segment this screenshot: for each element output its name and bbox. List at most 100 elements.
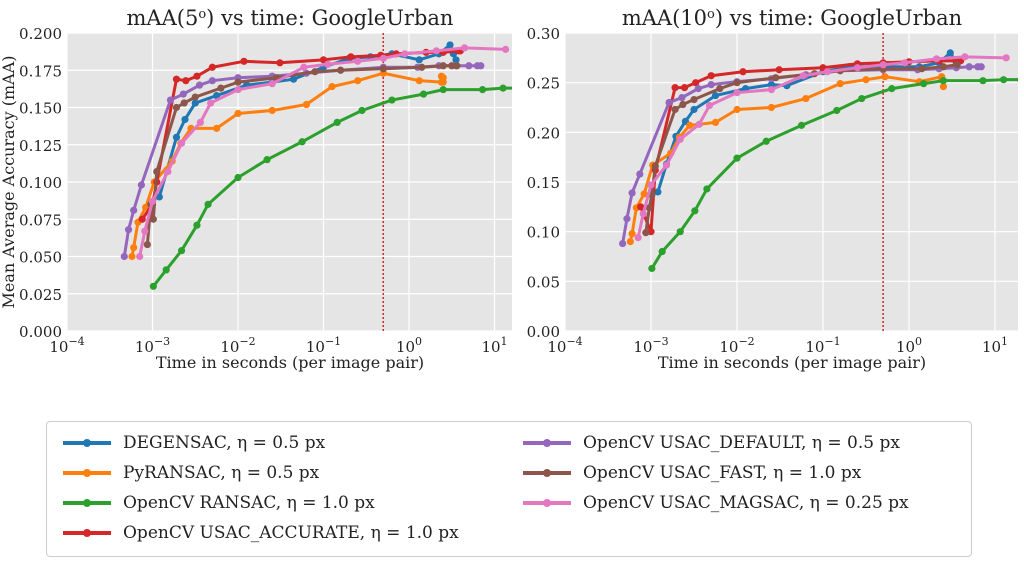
data-point	[888, 85, 896, 93]
data-point	[149, 215, 157, 223]
data-point	[502, 45, 510, 53]
x-tick-label: 100	[896, 335, 922, 356]
plot-area: 0.000 0.025 0.050 0.075 0.100 0.125 0.150 0.175…	[19, 25, 512, 356]
data-point	[775, 66, 783, 74]
data-point	[658, 247, 666, 256]
data-point	[193, 221, 201, 229]
data-point	[439, 62, 447, 70]
data-point	[234, 78, 242, 86]
data-point	[707, 81, 715, 89]
data-point	[654, 188, 662, 196]
data-point	[881, 73, 889, 81]
data-point	[946, 49, 954, 57]
data-point	[130, 206, 138, 214]
data-point	[268, 80, 276, 88]
legend-label: OpenCV USAC_MAGSAC, η = 0.25 px	[583, 493, 909, 513]
data-point	[193, 72, 201, 80]
x-tick-label: 101	[982, 335, 1008, 356]
data-point	[711, 91, 720, 100]
data-point	[302, 100, 310, 109]
y-tick-label: 0.20	[527, 124, 560, 142]
data-point	[234, 86, 242, 94]
data-point	[690, 95, 698, 104]
data-point	[692, 79, 700, 87]
data-point	[637, 203, 645, 211]
x-tick-label: 100	[396, 335, 422, 356]
legend-label: OpenCV RANSAC, η = 1.0 px	[123, 493, 375, 513]
data-point	[319, 56, 328, 64]
y-tick-label: 0.00	[527, 323, 560, 341]
legend-item: OpenCV USAC_DEFAULT, η = 0.5 px	[523, 430, 900, 456]
data-point	[177, 246, 186, 255]
legend-label: PyRANSAC, η = 0.5 px	[123, 463, 320, 483]
series-pyransac	[128, 69, 447, 261]
legend-label: OpenCV USAC_DEFAULT, η = 0.5 px	[583, 433, 900, 453]
data-point	[379, 65, 387, 73]
data-point	[642, 229, 650, 237]
y-tick-label: 0.000	[19, 323, 62, 341]
data-point	[802, 94, 810, 103]
data-point	[639, 210, 647, 218]
data-point	[767, 103, 775, 112]
y-tick-label: 0.15	[527, 174, 560, 192]
data-point	[195, 81, 204, 89]
data-point	[767, 86, 775, 94]
data-point	[155, 193, 163, 201]
data-point	[415, 56, 423, 64]
data-point	[920, 80, 928, 88]
data-point	[172, 75, 181, 83]
x-tick-label: 10−4	[547, 335, 582, 356]
data-point	[354, 57, 362, 65]
legend-label: OpenCV USAC_FAST, η = 1.0 px	[583, 463, 862, 483]
y-tick-label: 0.050	[19, 249, 62, 267]
y-tick-label: 0.175	[19, 62, 62, 80]
data-point	[124, 226, 133, 234]
data-point	[143, 240, 151, 249]
data-point	[739, 68, 747, 76]
data-point	[148, 197, 157, 205]
data-point	[879, 61, 887, 69]
data-point	[705, 101, 714, 110]
data-point	[337, 66, 345, 74]
data-point	[328, 83, 336, 91]
x-tick-label: 10−1	[306, 335, 341, 356]
data-point	[619, 239, 627, 248]
data-point	[401, 50, 409, 58]
data-point	[180, 99, 188, 107]
x-axis-label: Time in seconds (per image pair)	[658, 353, 926, 372]
plot-area: 0.00 0.05 0.10 0.15 0.20 0.25 0.30 10−4 10−3 10−2…	[527, 25, 1018, 356]
data-point	[419, 90, 428, 98]
data-point	[388, 96, 396, 104]
data-point	[676, 228, 684, 236]
x-tick-label: 10−2	[220, 335, 255, 356]
data-point	[939, 77, 947, 85]
data-point	[703, 185, 711, 193]
data-point	[1017, 77, 1018, 82]
data-point	[120, 252, 128, 261]
data-point	[149, 282, 157, 290]
data-point	[179, 90, 187, 98]
legend-item: DEGENSAC, η = 0.5 px	[63, 430, 325, 456]
y-tick-label: 0.10	[527, 224, 560, 242]
data-point	[217, 84, 225, 92]
data-point	[733, 89, 741, 97]
y-tick-label: 0.05	[527, 273, 560, 291]
legend-line-icon	[63, 469, 111, 477]
data-point	[478, 86, 487, 94]
data-point	[634, 234, 642, 242]
data-point	[961, 53, 969, 61]
data-point	[166, 96, 175, 104]
chart-left: mAA(5o) vs time: GoogleUrban 0.0000.0250…	[0, 6, 512, 372]
data-point	[196, 118, 204, 126]
y-tick-label: 0.125	[19, 137, 62, 155]
x-tick-label: 10−2	[719, 335, 754, 356]
series-opencv-usac-magsac	[136, 44, 510, 261]
data-point	[128, 252, 136, 261]
series-line	[152, 86, 512, 288]
x-tick-label: 101	[481, 335, 507, 356]
data-point	[680, 84, 689, 92]
data-point	[448, 62, 456, 70]
legend-label: OpenCV USAC_ACCURATE, η = 1.0 px	[123, 523, 459, 543]
legend-line-icon	[63, 439, 111, 447]
data-point	[965, 63, 973, 71]
